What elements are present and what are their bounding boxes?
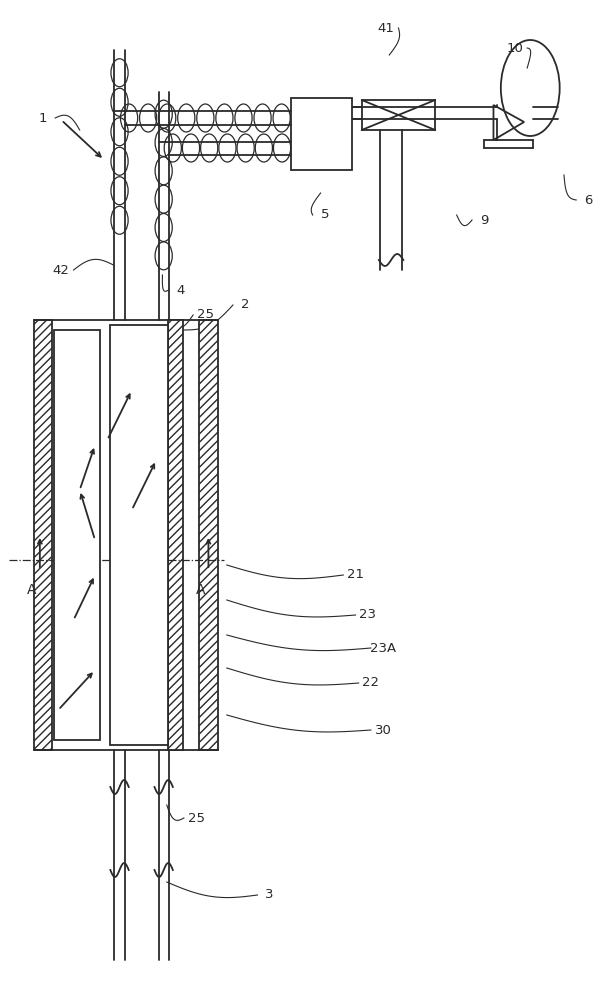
Bar — [54, 330, 100, 740]
Text: 9: 9 — [480, 214, 489, 227]
Bar — [34, 320, 52, 750]
Text: 2: 2 — [241, 298, 249, 312]
Text: 3: 3 — [265, 888, 274, 902]
Text: 41: 41 — [378, 21, 395, 34]
Text: 6: 6 — [584, 194, 593, 207]
Text: 10: 10 — [506, 41, 524, 54]
Text: 25: 25 — [197, 308, 214, 322]
Text: 23: 23 — [359, 608, 376, 621]
Text: 22: 22 — [362, 676, 379, 690]
Text: 21: 21 — [347, 568, 364, 582]
Text: A: A — [196, 583, 206, 597]
Bar — [110, 325, 168, 745]
Bar — [291, 98, 352, 170]
Text: 5: 5 — [321, 209, 329, 222]
Bar — [199, 320, 218, 750]
Text: 1: 1 — [39, 111, 47, 124]
Text: 23A: 23A — [370, 642, 396, 654]
Text: A: A — [27, 583, 37, 597]
Text: 30: 30 — [375, 724, 392, 736]
Text: 25: 25 — [188, 812, 205, 824]
Text: 42: 42 — [53, 263, 70, 276]
Bar — [168, 320, 183, 750]
Text: 4: 4 — [177, 284, 185, 296]
